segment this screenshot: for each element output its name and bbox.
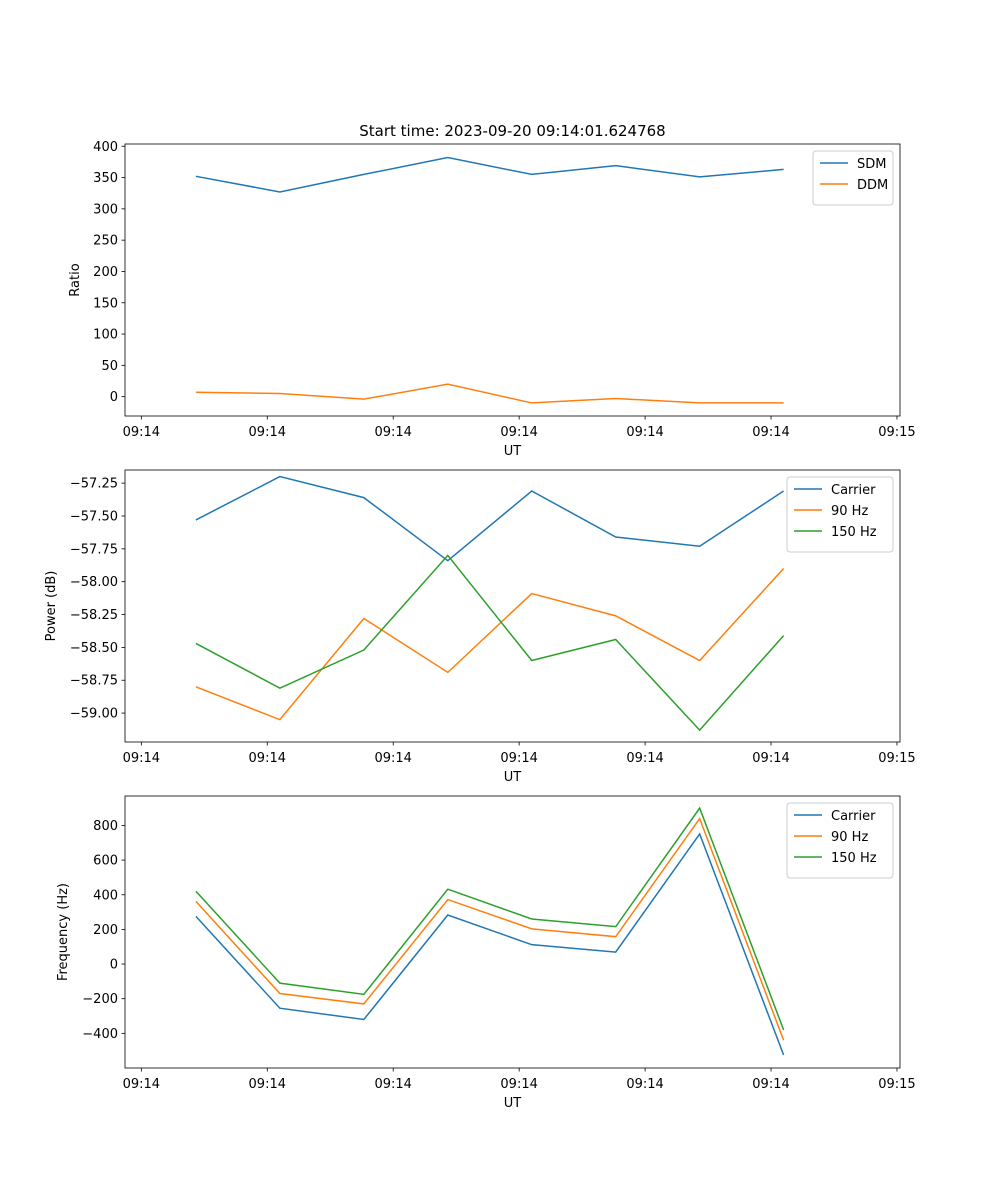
ratio-y-tick-label-2: 100 (93, 328, 118, 343)
ratio-legend-label-1: DDM (857, 178, 888, 193)
power-x-axis-label: UT (504, 770, 522, 785)
ratio-y-tick-label-1: 50 (101, 359, 118, 374)
power-y-tick-label-6: −57.50 (70, 509, 118, 524)
ratio-legend-label-0: SDM (857, 157, 886, 172)
power-y-tick-label-5: −57.75 (70, 542, 118, 557)
frequency-series-line-150-hz (195, 806, 785, 1031)
ratio-y-axis-label: Ratio (68, 263, 83, 296)
frequency-series-line-carrier (195, 832, 785, 1056)
power-x-tick-label-5: 09:14 (752, 751, 789, 766)
frequency-x-axis-label: UT (504, 1096, 522, 1111)
frequency-legend-label-2: 150 Hz (831, 851, 877, 866)
power-y-tick-label-0: −59.00 (70, 707, 118, 722)
chart-frequency: 09:14 09:14 09:14 09:14 09:14 09:14 09:15 −400 −… (56, 795, 916, 1111)
frequency-x-tick-label-4: 09:14 (626, 1077, 663, 1092)
frequency-x-tick-label-2: 09:14 (374, 1077, 411, 1092)
ratio-x-tick-label-2: 09:14 (374, 425, 411, 440)
frequency-y-tick-label-3: 200 (93, 923, 118, 938)
frequency-legend-label-1: 90 Hz (831, 830, 868, 845)
frequency-series-line-90-hz (195, 816, 785, 1041)
ratio-series-line-ddm (195, 383, 784, 404)
figure-title: Start time: 2023-09-20 09:14:01.624768 (359, 122, 665, 140)
ratio-x-tick-label-4: 09:14 (626, 425, 663, 440)
frequency-axes-frame (124, 795, 901, 1069)
frequency-x-tick-label-6: 09:15 (878, 1077, 915, 1092)
power-legend-label-1: 90 Hz (831, 504, 868, 519)
power-x-tick-label-3: 09:14 (500, 751, 537, 766)
frequency-y-tick-label-1: −200 (82, 992, 118, 1007)
power-y-tick-label-2: −58.50 (70, 641, 118, 656)
power-x-tick-label-1: 09:14 (249, 751, 286, 766)
power-y-tick-label-1: −58.75 (70, 674, 118, 689)
ratio-series-line-sdm (195, 156, 784, 193)
power-series-line-150-hz (195, 554, 785, 732)
ratio-y-tick-label-3: 150 (93, 296, 118, 311)
frequency-legend (786, 802, 894, 879)
ratio-y-tick-label-4: 200 (93, 265, 118, 280)
ratio-x-tick-label-0: 09:14 (123, 425, 160, 440)
power-x-tick-label-2: 09:14 (374, 751, 411, 766)
frequency-y-tick-label-6: 800 (93, 819, 118, 834)
frequency-x-tick-label-3: 09:14 (500, 1077, 537, 1092)
ratio-axes-frame (124, 143, 901, 417)
ratio-x-tick-label-1: 09:14 (249, 425, 286, 440)
ratio-x-axis-label: UT (504, 444, 522, 459)
ratio-y-tick-label-5: 250 (93, 234, 118, 249)
frequency-legend-label-0: Carrier (831, 809, 876, 824)
power-axes-frame (124, 469, 901, 743)
power-x-tick-label-0: 09:14 (123, 751, 160, 766)
power-y-axis-label: Power (dB) (44, 571, 59, 642)
power-legend-label-2: 150 Hz (831, 525, 877, 540)
frequency-x-tick-label-1: 09:14 (249, 1077, 286, 1092)
frequency-y-tick-label-4: 400 (93, 888, 118, 903)
ratio-y-tick-label-0: 0 (110, 390, 118, 405)
power-y-tick-label-4: −58.00 (70, 575, 118, 590)
power-x-tick-label-4: 09:14 (626, 751, 663, 766)
chart-ratio: 09:14 09:14 09:14 09:14 09:14 09:14 09:15 0 50 10… (68, 140, 916, 459)
ratio-legend (812, 150, 894, 206)
frequency-y-tick-label-2: 0 (110, 958, 118, 973)
ratio-x-tick-label-3: 09:14 (500, 425, 537, 440)
frequency-x-tick-label-0: 09:14 (123, 1077, 160, 1092)
frequency-y-axis-label: Frequency (Hz) (56, 883, 71, 981)
power-legend (786, 476, 894, 553)
ratio-y-tick-label-6: 300 (93, 202, 118, 217)
ratio-y-tick-label-7: 350 (93, 171, 118, 186)
power-y-tick-label-7: −57.25 (70, 477, 118, 492)
ratio-y-tick-label-8: 400 (93, 140, 118, 155)
power-y-tick-label-3: −58.25 (70, 608, 118, 623)
frequency-y-tick-label-5: 600 (93, 854, 118, 869)
power-series-line-carrier (195, 475, 785, 562)
ratio-x-tick-label-5: 09:14 (752, 425, 789, 440)
power-legend-label-0: Carrier (831, 483, 876, 498)
frequency-y-tick-label-0: −400 (82, 1027, 118, 1042)
power-series-line-90-hz (195, 568, 785, 721)
frequency-x-tick-label-5: 09:14 (752, 1077, 789, 1092)
ratio-x-tick-label-6: 09:15 (878, 425, 915, 440)
chart-power: 09:14 09:14 09:14 09:14 09:14 09:14 09:15 −59.0… (44, 469, 916, 785)
power-x-tick-label-6: 09:15 (878, 751, 915, 766)
